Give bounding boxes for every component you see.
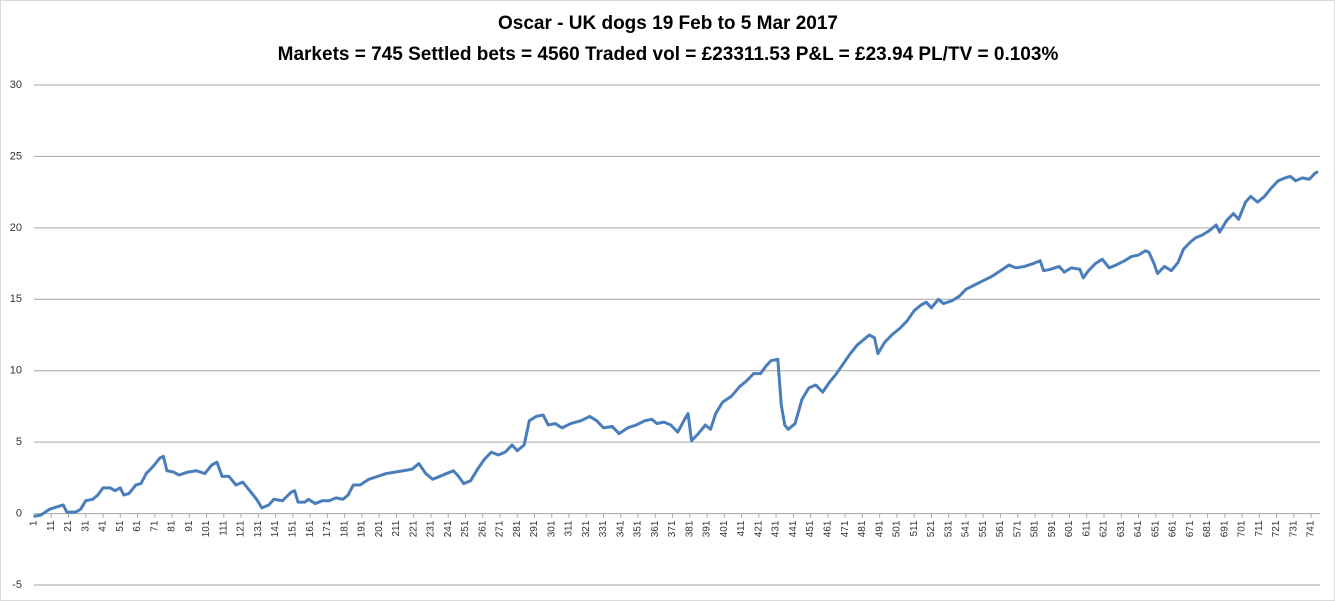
- x-tick-label: 1: [29, 520, 40, 526]
- x-tick-label: 361: [650, 520, 661, 537]
- x-tick-label: 391: [702, 520, 713, 537]
- x-tick-label: 341: [615, 520, 626, 537]
- x-tick-label: 331: [598, 520, 609, 537]
- x-tick-label: 311: [564, 520, 575, 536]
- x-tick-label: 731: [1288, 520, 1299, 537]
- x-tick-label: 211: [391, 520, 402, 536]
- x-tick-label: 351: [633, 520, 644, 537]
- x-tick-label: 411: [736, 520, 747, 536]
- x-tick-label: 161: [305, 520, 316, 537]
- x-tick-label: 641: [1133, 520, 1144, 537]
- x-tick-label: 461: [823, 520, 834, 537]
- x-tick-label: 521: [926, 520, 937, 537]
- x-tick-label: 221: [408, 520, 419, 537]
- x-tick-label: 681: [1202, 520, 1213, 537]
- y-tick-label: 5: [16, 436, 22, 448]
- y-tick-label: 20: [10, 222, 22, 234]
- x-tick-label: 131: [253, 520, 264, 537]
- x-tick-label: 581: [1030, 520, 1041, 537]
- x-tick-label: 551: [978, 520, 989, 537]
- x-tick-label: 511: [909, 520, 920, 536]
- x-tick-label: 121: [236, 520, 247, 537]
- x-tick-label: 231: [426, 520, 437, 537]
- x-tick-label: 481: [857, 520, 868, 537]
- x-tick-label: 191: [357, 520, 368, 537]
- data-line: [33, 170, 1319, 518]
- x-tick-label: 501: [892, 520, 903, 537]
- x-tick-label: 491: [874, 520, 885, 537]
- x-tick-label: 81: [167, 520, 178, 532]
- x-tick-label: 141: [270, 520, 281, 537]
- chart-subtitle: Markets = 745 Settled bets = 4560 Traded…: [278, 44, 1059, 65]
- x-tick-label: 171: [322, 520, 333, 537]
- x-tick-label: 291: [529, 520, 540, 537]
- x-tick-label: 711: [1254, 520, 1265, 536]
- x-tick-label: 541: [961, 520, 972, 537]
- x-tick-label: 241: [443, 520, 454, 537]
- x-tick-label: 561: [995, 520, 1006, 537]
- x-tick-label: 151: [288, 520, 299, 537]
- y-tick-label: 30: [10, 79, 22, 91]
- x-tick-label: 301: [546, 520, 557, 537]
- x-tick-label: 71: [149, 520, 160, 532]
- x-tick-label: 261: [477, 520, 488, 537]
- x-tick-label: 61: [132, 520, 143, 532]
- y-tick-label: 15: [10, 293, 22, 305]
- x-tick-label: 471: [840, 520, 851, 537]
- x-tick-label: 671: [1185, 520, 1196, 537]
- x-tick-label: 451: [805, 520, 816, 537]
- y-tick-label: -5: [12, 579, 22, 591]
- x-tick-label: 611: [1081, 520, 1092, 536]
- x-tick-label: 101: [201, 520, 212, 537]
- x-tick-label: 251: [460, 520, 471, 537]
- x-tick-label: 51: [115, 520, 126, 532]
- x-tick-label: 371: [667, 520, 678, 537]
- x-tick-label: 691: [1219, 520, 1230, 537]
- x-tick-label: 281: [512, 520, 523, 537]
- x-tick-label: 21: [63, 520, 74, 532]
- x-tick-label: 271: [495, 520, 506, 537]
- x-tick-label: 11: [46, 520, 57, 531]
- x-tick-label: 441: [788, 520, 799, 537]
- x-tick-label: 661: [1168, 520, 1179, 537]
- x-tick-label: 721: [1271, 520, 1282, 537]
- x-tick-label: 321: [581, 520, 592, 537]
- x-tick-label: 651: [1150, 520, 1161, 537]
- x-tick-label: 421: [753, 520, 764, 537]
- x-tick-label: 701: [1237, 520, 1248, 537]
- y-tick-label: 0: [16, 507, 22, 519]
- x-tick-label: 181: [339, 520, 350, 537]
- x-tick-label: 591: [1047, 520, 1058, 537]
- y-tick-label: 10: [10, 365, 22, 377]
- x-tick-label: 91: [184, 520, 195, 532]
- x-tick-label: 31: [80, 520, 91, 532]
- x-tick-label: 41: [98, 520, 109, 532]
- x-tick-label: 631: [1116, 520, 1127, 537]
- x-tick-label: 531: [943, 520, 954, 537]
- x-tick-label: 571: [1012, 520, 1023, 537]
- x-tick-label: 401: [719, 520, 730, 537]
- x-tick-label: 381: [684, 520, 695, 537]
- x-tick-label: 111: [218, 520, 229, 536]
- x-tick-label: 741: [1306, 520, 1317, 537]
- x-tick-label: 601: [1064, 520, 1075, 537]
- x-tick-label: 621: [1099, 520, 1110, 537]
- chart-title: Oscar - UK dogs 19 Feb to 5 Mar 2017: [498, 13, 838, 34]
- y-tick-label: 25: [10, 150, 22, 162]
- x-tick-label: 201: [374, 520, 385, 537]
- x-tick-label: 431: [771, 520, 782, 537]
